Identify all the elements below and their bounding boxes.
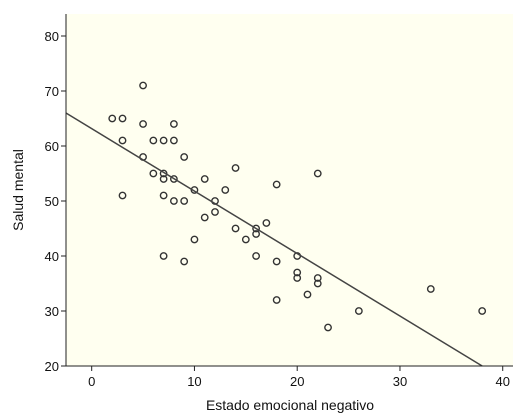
x-tick-label: 0: [88, 374, 95, 389]
data-point: [354, 307, 363, 315]
y-tick-label: 30: [45, 304, 59, 319]
data-point: [159, 191, 168, 200]
data-point: [149, 136, 158, 145]
data-point: [211, 208, 219, 216]
data-point: [159, 136, 168, 145]
chart-marks: [65, 81, 487, 367]
data-point: [313, 274, 322, 282]
data-point: [231, 224, 240, 233]
data-point: [241, 235, 250, 244]
x-tick-label: 10: [187, 374, 201, 389]
plot-background: [66, 14, 513, 366]
data-point: [313, 279, 322, 288]
y-tick-label: 70: [45, 84, 59, 99]
data-point: [180, 197, 189, 205]
y-tick-label: 50: [45, 194, 59, 209]
data-point: [118, 114, 127, 123]
data-point: [169, 136, 178, 145]
data-point: [200, 175, 209, 183]
data-point: [190, 235, 199, 244]
data-point: [118, 136, 127, 145]
data-point: [272, 296, 281, 304]
y-tick-label: 20: [45, 359, 59, 374]
data-point: [108, 114, 117, 123]
x-tick-label: 30: [393, 374, 407, 389]
x-axis-ticks: 0 10 20 30 40: [88, 366, 510, 389]
y-tick-label: 40: [45, 249, 59, 264]
data-point: [252, 230, 261, 238]
y-tick-label: 80: [45, 29, 59, 44]
data-point: [221, 186, 230, 194]
y-axis-ticks: 20 30 40 50 60 70 80: [45, 29, 66, 374]
data-point: [293, 274, 302, 282]
data-point: [180, 153, 189, 161]
data-point: [478, 307, 487, 315]
y-axis-title: Salud mental: [10, 149, 26, 231]
data-point: [272, 257, 281, 266]
data-point: [426, 285, 435, 293]
data-point: [262, 219, 271, 227]
data-point: [303, 290, 312, 299]
x-axis-title: Estado emocional negativo: [206, 397, 374, 413]
y-tick-label: 60: [45, 139, 59, 154]
data-point: [169, 120, 178, 128]
data-point: [139, 81, 147, 90]
data-point: [159, 175, 168, 183]
data-point: [139, 120, 147, 128]
x-tick-label: 40: [495, 374, 509, 389]
data-point: [118, 191, 127, 200]
data-point: [313, 169, 322, 178]
data-point: [272, 180, 281, 189]
data-point: [200, 213, 209, 222]
regression-line: [65, 112, 483, 367]
data-point: [252, 252, 261, 260]
data-point: [293, 268, 302, 277]
data-point: [231, 164, 240, 172]
x-tick-label: 20: [290, 374, 304, 389]
data-point: [324, 323, 332, 332]
data-point: [149, 169, 158, 178]
data-point: [169, 175, 178, 183]
data-point: [169, 197, 178, 205]
data-point: [159, 252, 168, 260]
data-point: [252, 224, 261, 233]
data-point: [180, 257, 189, 266]
